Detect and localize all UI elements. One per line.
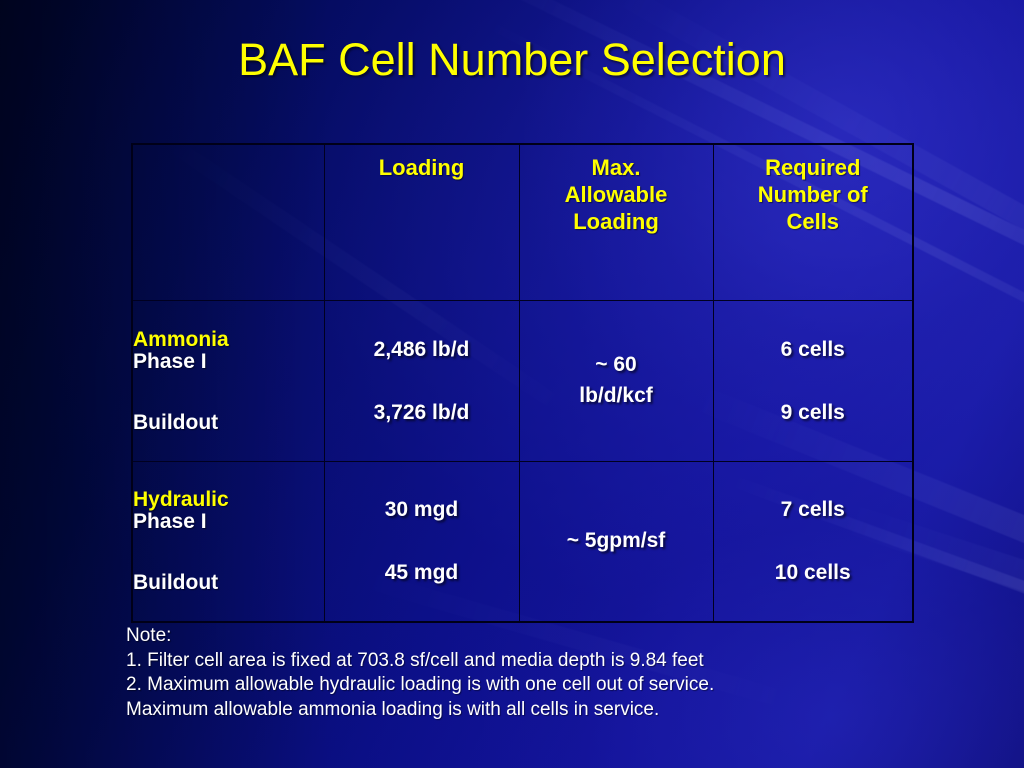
cell-ammonia-max-line-2: lb/d/kcf [579, 383, 653, 407]
cell-ammonia-loading-buildout: 3,726 lb/d [373, 400, 470, 424]
row-category-hydraulic: Hydraulic [133, 488, 229, 512]
cell-hydraulic-max-line-1: ~ 5gpm/sf [566, 529, 666, 553]
cell-hydraulic-loading-buildout: 45 mgd [384, 561, 459, 585]
cell-hydraulic-required-cells: 7 cells 10 cells [712, 460, 914, 623]
header-max-allowable-loading-line-3: Loading [573, 208, 659, 234]
cell-hydraulic-loading-spacer [325, 520, 519, 562]
header-required-number-of-cells: Required Number of Cells [712, 143, 914, 301]
header-required-cells-line-2: Number of [757, 181, 868, 207]
table-header-row: Loading Max. Allowable Loading Required … [131, 143, 914, 301]
table: Loading Max. Allowable Loading Required … [131, 143, 914, 623]
notes-line-3: Maximum allowable ammonia loading is wit… [126, 699, 660, 721]
table-row: Hydraulic Phase I Buildout 30 mgd 45 mgd… [131, 460, 914, 623]
cell-hydraulic-cells-spacer [714, 520, 913, 562]
row-hydraulic-sublabel-buildout: Buildout [133, 571, 219, 595]
row-ammonia-sublabel-buildout: Buildout [133, 410, 219, 434]
cell-ammonia-cells-spacer [714, 360, 913, 402]
cell-ammonia-cells-phase-i: 6 cells [780, 337, 845, 361]
header-corner-cell [131, 143, 325, 301]
cell-hydraulic-cells-buildout: 10 cells [774, 561, 851, 585]
notes-line-2: 2. Maximum allowable hydraulic loading i… [126, 674, 715, 696]
notes-block: Note: 1. Filter cell area is fixed at 70… [126, 624, 956, 723]
cell-ammonia-loading: 2,486 lb/d 3,726 lb/d [323, 299, 520, 462]
row-label-ammonia: Ammonia Phase I Buildout [131, 299, 325, 462]
page-title: BAF Cell Number Selection [238, 34, 786, 85]
notes-line-1: 1. Filter cell area is fixed at 703.8 sf… [126, 649, 704, 671]
cell-ammonia-max-allowable-loading: ~ 60 lb/d/kcf [518, 299, 714, 462]
baf-cell-number-table: Loading Max. Allowable Loading Required … [131, 143, 914, 623]
cell-hydraulic-max-allowable-loading: ~ 5gpm/sf [518, 460, 714, 623]
cell-ammonia-max-line-1: ~ 60 [595, 353, 637, 377]
header-required-cells-line-3: Cells [786, 208, 840, 234]
cell-hydraulic-loading: 30 mgd 45 mgd [323, 460, 520, 623]
table-row: Ammonia Phase I Buildout 2,486 lb/d 3,72… [131, 299, 914, 462]
header-max-allowable-loading: Max. Allowable Loading [518, 143, 714, 301]
row-hydraulic-sublabel-phase-i: Phase I [133, 510, 207, 534]
cell-hydraulic-loading-phase-i: 30 mgd [384, 498, 459, 522]
cell-ammonia-cells-buildout: 9 cells [780, 400, 845, 424]
cell-hydraulic-cells-phase-i: 7 cells [780, 498, 845, 522]
header-required-cells-line-1: Required [765, 155, 861, 180]
row-hydraulic-spacer [133, 532, 324, 572]
row-category-ammonia: Ammonia [133, 327, 229, 351]
header-loading: Loading [323, 143, 520, 301]
cell-ammonia-loading-spacer [325, 360, 519, 402]
header-max-allowable-loading-line-2: Allowable [564, 181, 668, 207]
cell-ammonia-loading-phase-i: 2,486 lb/d [373, 337, 470, 361]
cell-ammonia-required-cells: 6 cells 9 cells [712, 299, 914, 462]
row-ammonia-spacer [133, 372, 324, 412]
notes-heading: Note: [126, 625, 172, 646]
header-max-allowable-loading-line-1: Max. [591, 155, 641, 180]
row-ammonia-sublabel-phase-i: Phase I [133, 349, 207, 373]
row-label-hydraulic: Hydraulic Phase I Buildout [131, 460, 325, 623]
